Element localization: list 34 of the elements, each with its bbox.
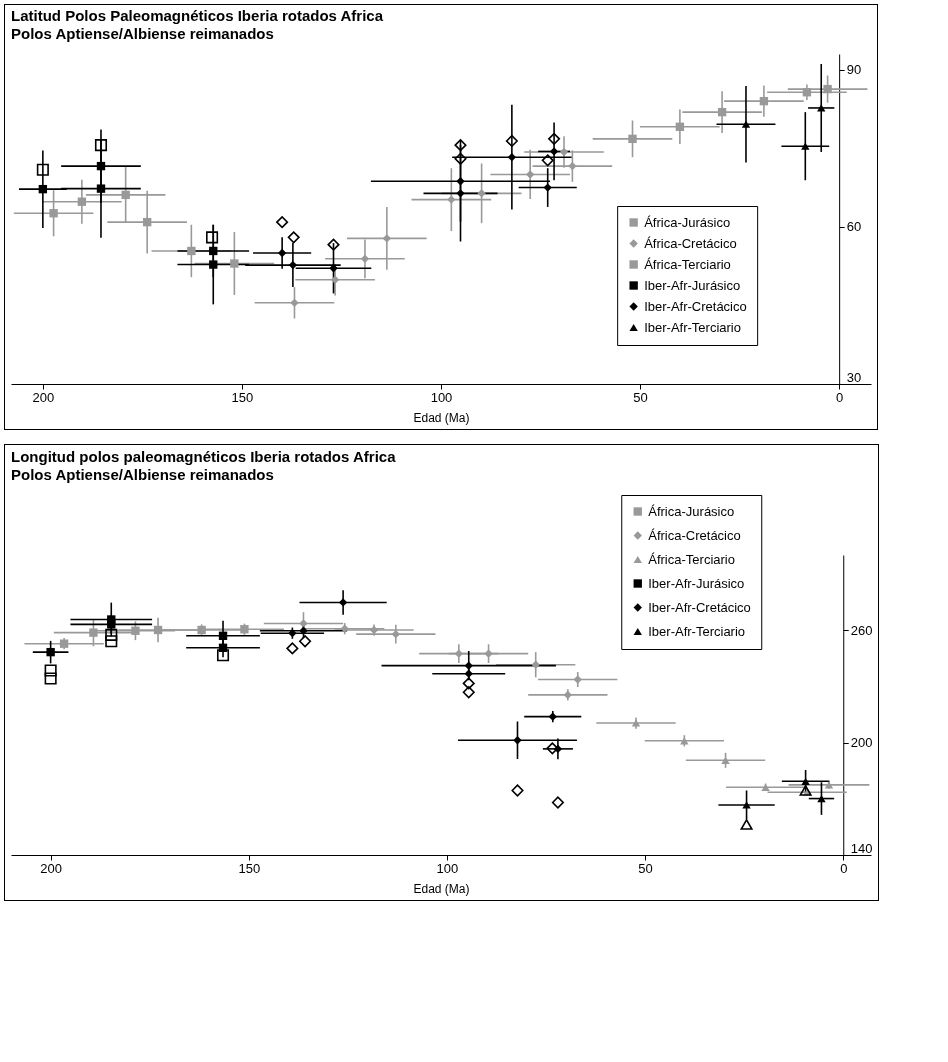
legend-label: Iber-Afr-Terciario: [648, 623, 746, 639]
legend-label: África-Cretácico: [644, 235, 737, 251]
legend-label: Iber-Afr-Terciario: [644, 319, 741, 335]
legend-label: África-Terciario: [648, 551, 735, 567]
x-tick-label: 0: [836, 389, 844, 405]
x-tick-label: 150: [238, 860, 261, 876]
legend-label: África-Terciario: [644, 256, 731, 272]
y-tick-label: 140: [850, 840, 873, 856]
y-tick-label: 200: [850, 735, 873, 750]
legend-label: Iber-Afr-Cretácico: [644, 298, 747, 314]
x-tick-label: 50: [633, 389, 648, 405]
legend-label: África-Cretácico: [648, 527, 741, 543]
legend-label: África-Jurásico: [644, 214, 731, 230]
chart-subtitle: Polos Aptiense/Albiense reimanados: [11, 465, 274, 483]
x-tick-label: 200: [40, 860, 62, 876]
x-tick-label: 100: [430, 389, 453, 405]
chart-subtitle: Polos Aptiense/Albiense reimanados: [11, 25, 274, 42]
x-tick-label: 150: [231, 389, 254, 405]
x-tick-label: 200: [32, 389, 55, 405]
x-axis-title: Edad (Ma): [413, 881, 470, 896]
legend-label: Iber-Afr-Cretácico: [648, 599, 751, 615]
y-tick-label: 260: [850, 622, 873, 638]
y-tick-label: 60: [846, 219, 862, 235]
chart-title: Latitud Polos Paleomagnéticos Iberia rotados Africa: [11, 7, 384, 24]
chart-title: Longitud polos paleomagnéticos Iberia rotados Africa: [11, 447, 397, 465]
y-tick-label: 90: [846, 62, 862, 78]
x-tick-label: 0: [840, 860, 848, 876]
x-axis-title: Edad (Ma): [413, 410, 470, 425]
legend-label: Iber-Afr-Jurásico: [644, 277, 741, 293]
legend-label: África-Jurásico: [648, 503, 735, 519]
x-tick-label: 100: [436, 860, 459, 876]
legend-label: Iber-Afr-Jurásico: [648, 575, 745, 591]
x-tick-label: 50: [638, 860, 653, 876]
y-tick-label: 30: [846, 369, 862, 385]
